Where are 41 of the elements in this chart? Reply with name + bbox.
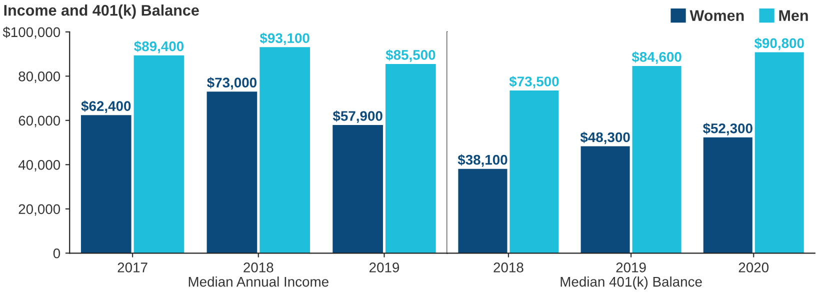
bar: [632, 66, 682, 254]
x-axis-title: Median Annual Income: [188, 276, 328, 287]
bar: [458, 168, 508, 254]
y-tick-label: 60,000: [18, 116, 60, 128]
bar: [580, 146, 630, 254]
y-tick-label: 20,000: [18, 204, 60, 216]
bar: [386, 64, 436, 254]
y-tick-label: 0: [53, 248, 60, 258]
data-label: $62,400: [81, 100, 131, 113]
x-tick-label: 2018: [244, 262, 274, 272]
legend-label: Men: [779, 10, 808, 21]
y-tick-label: 80,000: [18, 71, 60, 83]
data-label: $84,600: [632, 51, 682, 64]
bar: [80, 115, 132, 254]
data-label: $38,100: [458, 154, 508, 167]
bar: [332, 125, 383, 254]
data-label: $57,900: [332, 110, 382, 123]
data-label: $73,000: [207, 77, 256, 90]
x-tick-label: 2019: [370, 262, 400, 272]
y-tick-label: $100,000: [2, 26, 60, 39]
data-label: $89,400: [134, 40, 184, 54]
x-tick-label: 2020: [738, 262, 769, 272]
x-tick-label: 2018: [494, 262, 524, 272]
x-tick-label: 2017: [118, 262, 148, 272]
y-tick-label: 40,000: [18, 160, 60, 172]
bar: [754, 52, 804, 254]
legend-label: Women: [690, 10, 744, 21]
x-axis-title: Median 401(k) Balance: [560, 276, 702, 290]
bar: [510, 90, 559, 254]
bar: [134, 55, 184, 254]
data-label: $52,300: [702, 122, 752, 136]
bar: [703, 137, 752, 254]
data-label: $90,800: [754, 38, 804, 50]
data-label: $85,500: [386, 49, 436, 62]
chart-title: Income and 401(k) Balance: [4, 4, 199, 19]
data-label: $93,100: [260, 32, 310, 46]
bar: [206, 92, 258, 254]
data-label: $48,300: [580, 132, 630, 144]
bar: [260, 47, 310, 254]
x-tick-label: 2019: [616, 262, 646, 272]
data-label: $73,500: [509, 76, 559, 88]
